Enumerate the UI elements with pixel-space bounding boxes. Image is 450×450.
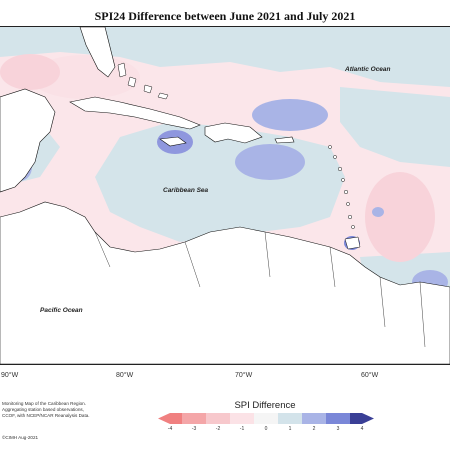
- legend-tick: 3: [336, 426, 340, 432]
- neutral-zone-north: [0, 27, 450, 87]
- legend-tick: -3: [191, 426, 197, 432]
- map-title: SPI24 Difference between June 2021 and J…: [94, 9, 356, 23]
- land-florida: [79, 27, 116, 78]
- legend-swatch-3: [230, 413, 254, 424]
- blue-anomaly-hispaniola: [235, 144, 305, 180]
- label-atlantic-ocean: Atlantic Ocean: [344, 66, 391, 73]
- land-jamaica: [159, 136, 187, 147]
- legend-tick: 0: [264, 426, 268, 432]
- lon-label-70w: 70°W: [235, 372, 253, 379]
- map-credits: Monitoring Map of the Caribbean Region. …: [2, 401, 122, 419]
- legend-tick: -4: [167, 426, 173, 432]
- credit-line: CCOF, with NCEP/NCAR Reanalysis Data.: [2, 413, 90, 418]
- lon-label-60w: 60°W: [361, 372, 379, 379]
- land-hispaniola: [204, 122, 263, 144]
- label-caribbean-sea: Caribbean Sea: [163, 187, 209, 194]
- legend-tick: 2: [312, 426, 316, 432]
- legend-swatch-4: [254, 413, 278, 424]
- credit-line: Monitoring Map of the Caribbean Region.: [2, 401, 87, 406]
- land-trinidad: [344, 236, 361, 250]
- land-yucatan: [0, 88, 56, 193]
- pink-anomaly-east: [365, 172, 435, 262]
- legend-tick: -2: [215, 426, 221, 432]
- legend-title: SPI Difference: [234, 400, 296, 411]
- legend-ticks: -4 -3 -2 -1 0 1 2 3 4: [158, 426, 374, 434]
- legend-colorbar: [158, 413, 374, 424]
- legend-tick: 4: [360, 426, 364, 432]
- legend-swatch-2: [206, 413, 230, 424]
- blue-anomaly-atlantic: [252, 99, 328, 131]
- label-pacific-ocean: Pacific Ocean: [40, 307, 83, 314]
- land-borders: [94, 231, 426, 348]
- legend-swatch-5: [278, 413, 302, 424]
- lon-label-80w: 80°W: [116, 372, 134, 379]
- blue-anomaly-small: [372, 207, 384, 217]
- lon-label-90w: 90°W: [1, 372, 19, 379]
- neutral-zone-east: [340, 87, 450, 167]
- legend-swatch-7: [326, 413, 350, 424]
- legend-swatch-0: [158, 413, 182, 424]
- map-canvas: Atlantic Ocean Caribbean Sea Pacific Oce…: [0, 27, 450, 364]
- legend-swatch-8: [350, 413, 374, 424]
- spi-difference-map: Atlantic Ocean Caribbean Sea Pacific Oce…: [0, 26, 450, 365]
- credit-line: Aggregating station based observations,: [2, 407, 84, 412]
- legend-tick: 1: [288, 426, 292, 432]
- legend-swatch-1: [182, 413, 206, 424]
- legend-tick: -1: [239, 426, 245, 432]
- land-cuba: [69, 96, 201, 130]
- land-lesser-antilles: [328, 145, 355, 229]
- pink-anomaly-gulf: [0, 54, 60, 90]
- land-bahamas: [117, 62, 169, 100]
- copyright-text: ©CIMH Aug-2021: [2, 435, 39, 440]
- land-puerto-rico: [274, 136, 295, 144]
- legend-swatch-6: [302, 413, 326, 424]
